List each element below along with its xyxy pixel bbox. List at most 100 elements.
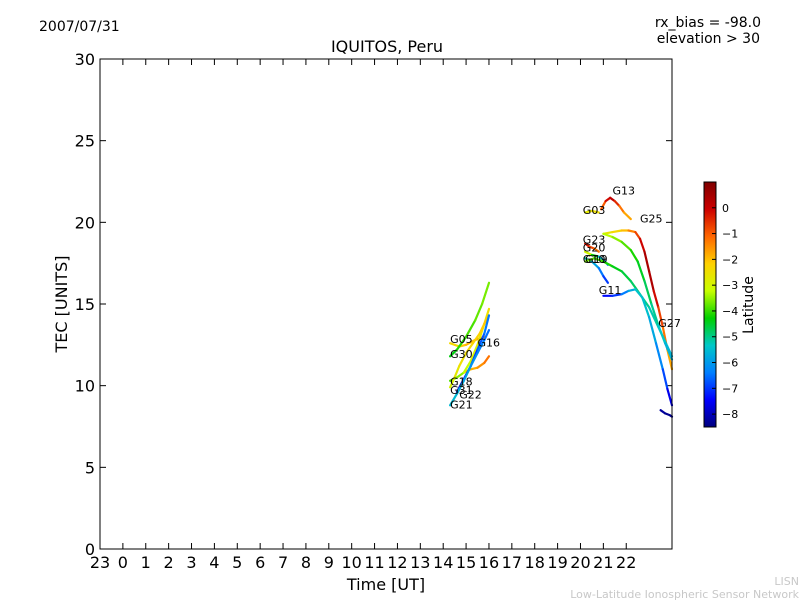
series-segment — [611, 235, 623, 243]
y-tick-label: 0 — [85, 540, 95, 559]
series-segment — [455, 379, 465, 395]
series-unlabeled — [659, 409, 674, 418]
x-tick-label: 16 — [479, 553, 499, 572]
series-segment — [652, 289, 660, 309]
colorbar-tick-label: −6 — [722, 357, 738, 370]
satellite-label: G13 — [613, 185, 636, 198]
series-segment — [471, 332, 481, 345]
series-segment — [620, 240, 632, 252]
series-g18 — [449, 307, 491, 382]
series-segment — [602, 275, 610, 284]
colorbar-tick-label: −8 — [722, 408, 738, 421]
series-segment — [483, 314, 491, 335]
x-tick-label: 10 — [342, 553, 362, 572]
series-segment — [483, 355, 491, 364]
x-tick-label: 7 — [278, 553, 288, 572]
x-tick-label: 23 — [90, 553, 110, 572]
series-segment — [661, 368, 669, 390]
satellite-label: G21 — [450, 399, 473, 412]
satellite-label: G03 — [583, 204, 606, 217]
series-g13 — [599, 196, 632, 221]
satellite-label: G25 — [640, 212, 663, 225]
series-segment — [629, 249, 639, 263]
x-tick-label: 11 — [364, 553, 384, 572]
colorbar-tick-label: −4 — [722, 305, 738, 318]
series-segment — [663, 342, 674, 361]
y-tick-label: 30 — [75, 50, 95, 69]
series-segment — [593, 247, 600, 253]
series-segment — [583, 257, 596, 263]
series-segment — [590, 260, 600, 270]
series-segment — [636, 260, 646, 283]
series-segment — [478, 322, 486, 335]
series-segment — [455, 335, 468, 351]
series-segment — [654, 342, 664, 371]
series-segment — [483, 329, 491, 341]
series-segment — [449, 342, 461, 348]
series-segment — [481, 281, 491, 306]
series-segment — [590, 253, 600, 258]
series-g11 — [602, 288, 674, 407]
series-segment — [465, 342, 474, 355]
series-segment — [611, 265, 623, 273]
series-segment — [453, 365, 461, 379]
x-tick-label: 15 — [456, 553, 476, 572]
series-segment — [469, 343, 479, 363]
colorbar-tick-label: −3 — [722, 279, 738, 292]
x-tick-label: 14 — [433, 553, 453, 572]
x-tick-label: 6 — [255, 553, 265, 572]
series-segment — [599, 200, 607, 211]
series-segment — [611, 293, 623, 297]
x-tick-label: 19 — [547, 553, 567, 572]
series-segment — [613, 200, 621, 208]
y-axis-label: TEC [UNITS] — [52, 256, 71, 354]
series-segment — [657, 324, 667, 345]
satellite-label: G05 — [450, 333, 473, 346]
x-tick-label: 8 — [301, 553, 311, 572]
series-segment — [641, 296, 651, 319]
x-axis-ticks: 23 0 1 2 3 4 5 6 7 8 9 10 11 12 13 14 15 16 17 18 19 20 21 22 — [90, 59, 636, 572]
series-segment — [620, 289, 630, 296]
series-g23 — [583, 242, 600, 253]
y-tick-label: 20 — [75, 213, 95, 232]
series-segment — [638, 237, 646, 253]
colorbar-tick-label: −1 — [722, 228, 738, 241]
series-segment — [643, 250, 651, 273]
series-segment — [618, 204, 626, 214]
x-tick-label: 18 — [525, 553, 545, 572]
series-segment — [469, 351, 479, 368]
satellite-label: G31 — [450, 384, 473, 397]
satellite-label: G30 — [450, 348, 473, 361]
x-tick-label: 20 — [570, 553, 590, 572]
series-segment — [634, 231, 642, 240]
series-segment — [643, 280, 653, 306]
colorbar-tick-label: −5 — [722, 331, 738, 344]
series-segment — [449, 348, 458, 358]
satellite-label: G23 — [583, 234, 606, 247]
series-segment — [627, 229, 637, 234]
satellite-label: G20 — [583, 242, 606, 255]
colorbar: 0 −1 −2 −3 −4 −5 −6 −7 −8 Latitude — [703, 181, 757, 428]
series-group — [449, 196, 674, 418]
series-segment — [583, 209, 594, 214]
x-tick-label: 2 — [164, 553, 174, 572]
plot-frame — [99, 58, 673, 550]
series-segment — [474, 302, 484, 322]
y-tick-label: 5 — [85, 458, 95, 477]
series-segment — [647, 270, 655, 292]
satellite-label: G11 — [599, 284, 622, 297]
y-tick-label: 25 — [75, 132, 95, 151]
series-segment — [476, 361, 486, 369]
satellite-labels: G05G30G16G18G31G22G21G03G13G25G23G20G10G… — [450, 185, 681, 412]
satellite-label: G19 — [585, 253, 608, 266]
elevation-label: elevation > 30 — [657, 31, 760, 47]
series-segment — [647, 316, 658, 345]
series-g27 — [602, 232, 674, 361]
series-segment — [469, 366, 479, 371]
series-segment — [622, 211, 632, 221]
x-tick-label: 21 — [593, 553, 613, 572]
rx-bias-label: rx_bias = -98.0 — [655, 15, 761, 31]
x-tick-label: 17 — [502, 553, 522, 572]
x-tick-label: 0 — [118, 553, 128, 572]
series-segment — [462, 365, 472, 382]
